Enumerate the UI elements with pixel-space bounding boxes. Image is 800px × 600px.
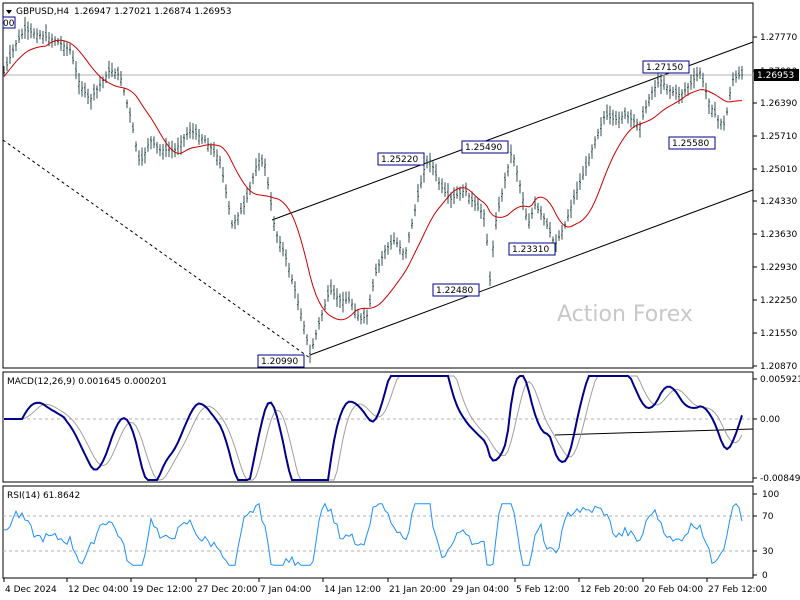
grid-lines [3, 418, 753, 552]
time-tick-label: 7 Jan 04:00 [260, 585, 312, 595]
rsi-tick-label: 70 [762, 512, 774, 522]
time-tick-label: 14 Jan 12:00 [324, 585, 381, 595]
level-label: 1.20990 [261, 357, 298, 367]
price-tick-label: 1.25010 [760, 165, 797, 175]
partial-level-label: 00 [3, 19, 15, 29]
moving-average-line [3, 39, 743, 321]
level-label: 1.25220 [381, 155, 418, 165]
price-tick-label: 1.26390 [760, 99, 797, 109]
price-panel [2, 2, 754, 369]
time-tick-label: 20 Feb 04:00 [644, 585, 703, 595]
price-tick-label: 1.27770 [760, 33, 797, 43]
rsi-title: RSI(14) 61.8642 [7, 491, 80, 501]
macd-tick-label: -0.00849 [760, 474, 800, 484]
level-box [461, 140, 509, 154]
ohlc-label: 1.26947 1.27021 1.26874 1.26953 [74, 7, 231, 17]
price-tick-label: 1.21550 [760, 329, 797, 339]
level-labels: 1.20990 1.25220 1.25490 1.22480 1.23310 1.271… [257, 60, 716, 368]
rsi-tick-label: 0 [762, 571, 768, 581]
level-label: 1.25580 [672, 139, 709, 149]
current-price-box [754, 69, 799, 81]
level-label: 1.23310 [512, 245, 549, 255]
candles [3, 16, 743, 363]
level-box [257, 354, 305, 368]
macd-support-line [554, 428, 754, 436]
level-box [432, 283, 480, 297]
rsi-tick-label: 30 [762, 547, 774, 557]
time-tick-label: 27 Dec 20:00 [197, 585, 258, 595]
current-price-label: 1.26953 [757, 71, 794, 81]
time-tick-label: 12 Dec 04:00 [68, 585, 129, 595]
level-label: 1.22480 [436, 286, 473, 296]
watermark: Action Forex [557, 302, 693, 327]
time-tick-label: 12 Feb 20:00 [580, 585, 639, 595]
price-tick-label: 1.25710 [760, 132, 797, 142]
symbol-label: GBPUSD,H4 [16, 7, 69, 17]
channel-lower-line [309, 189, 754, 356]
price-tick-label: 1.20870 [760, 362, 797, 372]
price-tick-label: 1.23630 [760, 230, 797, 240]
macd-tick-label: 0.005921 [760, 375, 800, 385]
time-tick-label: 4 Dec 2024 [5, 585, 57, 595]
price-tick-label: 1.22250 [760, 296, 797, 306]
dashed-trend-line [2, 139, 311, 359]
macd-title: MACD(12,26,9) 0.001645 0.000201 [7, 377, 167, 387]
rsi-panel [2, 485, 754, 579]
rsi-tick-label: 100 [762, 490, 779, 500]
time-tick-label: 19 Dec 12:00 [132, 585, 193, 595]
macd-line [4, 375, 743, 481]
partial-level-box [2, 16, 16, 29]
level-box [668, 136, 716, 150]
level-box [377, 152, 425, 166]
level-box [508, 242, 556, 256]
level-label: 1.25490 [465, 143, 502, 153]
time-tick-label: 21 Jan 20:00 [389, 585, 446, 595]
time-tick-label: 27 Feb 12:00 [708, 585, 767, 595]
macd-tick-label: 0.00 [760, 415, 780, 425]
collapse-triangle-icon[interactable] [6, 10, 12, 14]
price-tick-label: 1.24330 [760, 197, 797, 207]
level-box [642, 60, 690, 74]
rsi-line [3, 502, 743, 567]
price-tick-label: 1.22930 [760, 263, 797, 273]
time-tick-label: 5 Feb 12:00 [516, 585, 570, 595]
time-tick-label: 29 Jan 04:00 [452, 585, 509, 595]
level-label: 1.27150 [646, 63, 683, 73]
macd-panel [2, 371, 754, 483]
